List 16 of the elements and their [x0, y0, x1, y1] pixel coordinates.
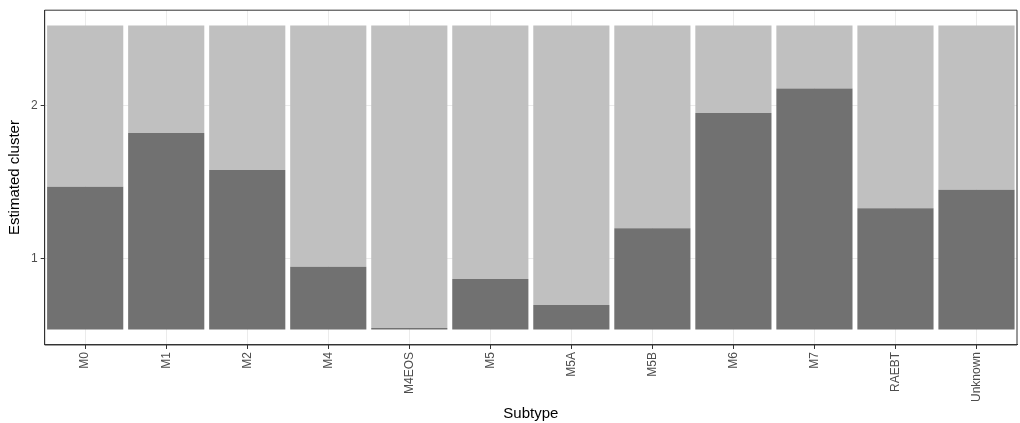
x-tick-label: M7 — [806, 351, 821, 369]
x-tick-label: M1 — [158, 351, 173, 369]
x-tick-label: M5A — [563, 351, 578, 377]
x-tick-label: M4EOS — [401, 351, 416, 394]
x-axis-title: Subtype — [503, 404, 559, 422]
y-axis-title: Estimated cluster — [5, 120, 23, 236]
x-tick-label: M0 — [77, 351, 92, 369]
x-tick-label: RAEBT — [887, 351, 902, 392]
y-tick-label: 1 — [30, 251, 38, 266]
x-tick-label: M6 — [725, 351, 740, 369]
x-tick-label: M4 — [320, 351, 335, 369]
y-tick-label: 2 — [30, 97, 38, 112]
x-tick-label: M2 — [239, 351, 254, 369]
x-tick-label: Unknown — [968, 351, 983, 402]
x-tick-label: M5B — [644, 351, 659, 377]
x-tick-label: M5 — [482, 351, 497, 369]
